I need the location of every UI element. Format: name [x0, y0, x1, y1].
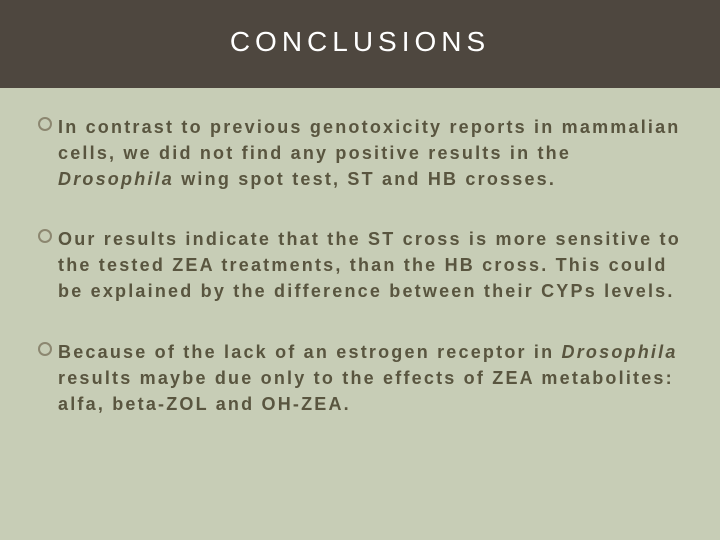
italic-text: Drosophila: [58, 169, 174, 189]
text-segment: Our results indicate that the ST cross i…: [58, 229, 681, 301]
bullet-item: Our results indicate that the ST cross i…: [38, 226, 682, 304]
text-segment: In contrast to previous genotoxicity rep…: [58, 117, 681, 163]
bullet-item: In contrast to previous genotoxicity rep…: [38, 114, 682, 192]
text-segment: results maybe due only to the effects of…: [58, 368, 674, 414]
italic-text: Drosophila: [562, 342, 678, 362]
bullet-text: Because of the lack of an estrogen recep…: [58, 339, 682, 417]
slide-title: CONCLUSIONS: [0, 26, 720, 58]
circle-bullet-icon: [38, 229, 52, 243]
circle-bullet-icon: [38, 342, 52, 356]
bullet-text: In contrast to previous genotoxicity rep…: [58, 114, 682, 192]
bullet-text: Our results indicate that the ST cross i…: [58, 226, 682, 304]
content-area: In contrast to previous genotoxicity rep…: [0, 88, 720, 417]
text-segment: wing spot test, ST and HB crosses.: [174, 169, 556, 189]
circle-bullet-icon: [38, 117, 52, 131]
bullet-item: Because of the lack of an estrogen recep…: [38, 339, 682, 417]
text-segment: Because of the lack of an estrogen recep…: [58, 342, 562, 362]
header-band: CONCLUSIONS: [0, 0, 720, 88]
